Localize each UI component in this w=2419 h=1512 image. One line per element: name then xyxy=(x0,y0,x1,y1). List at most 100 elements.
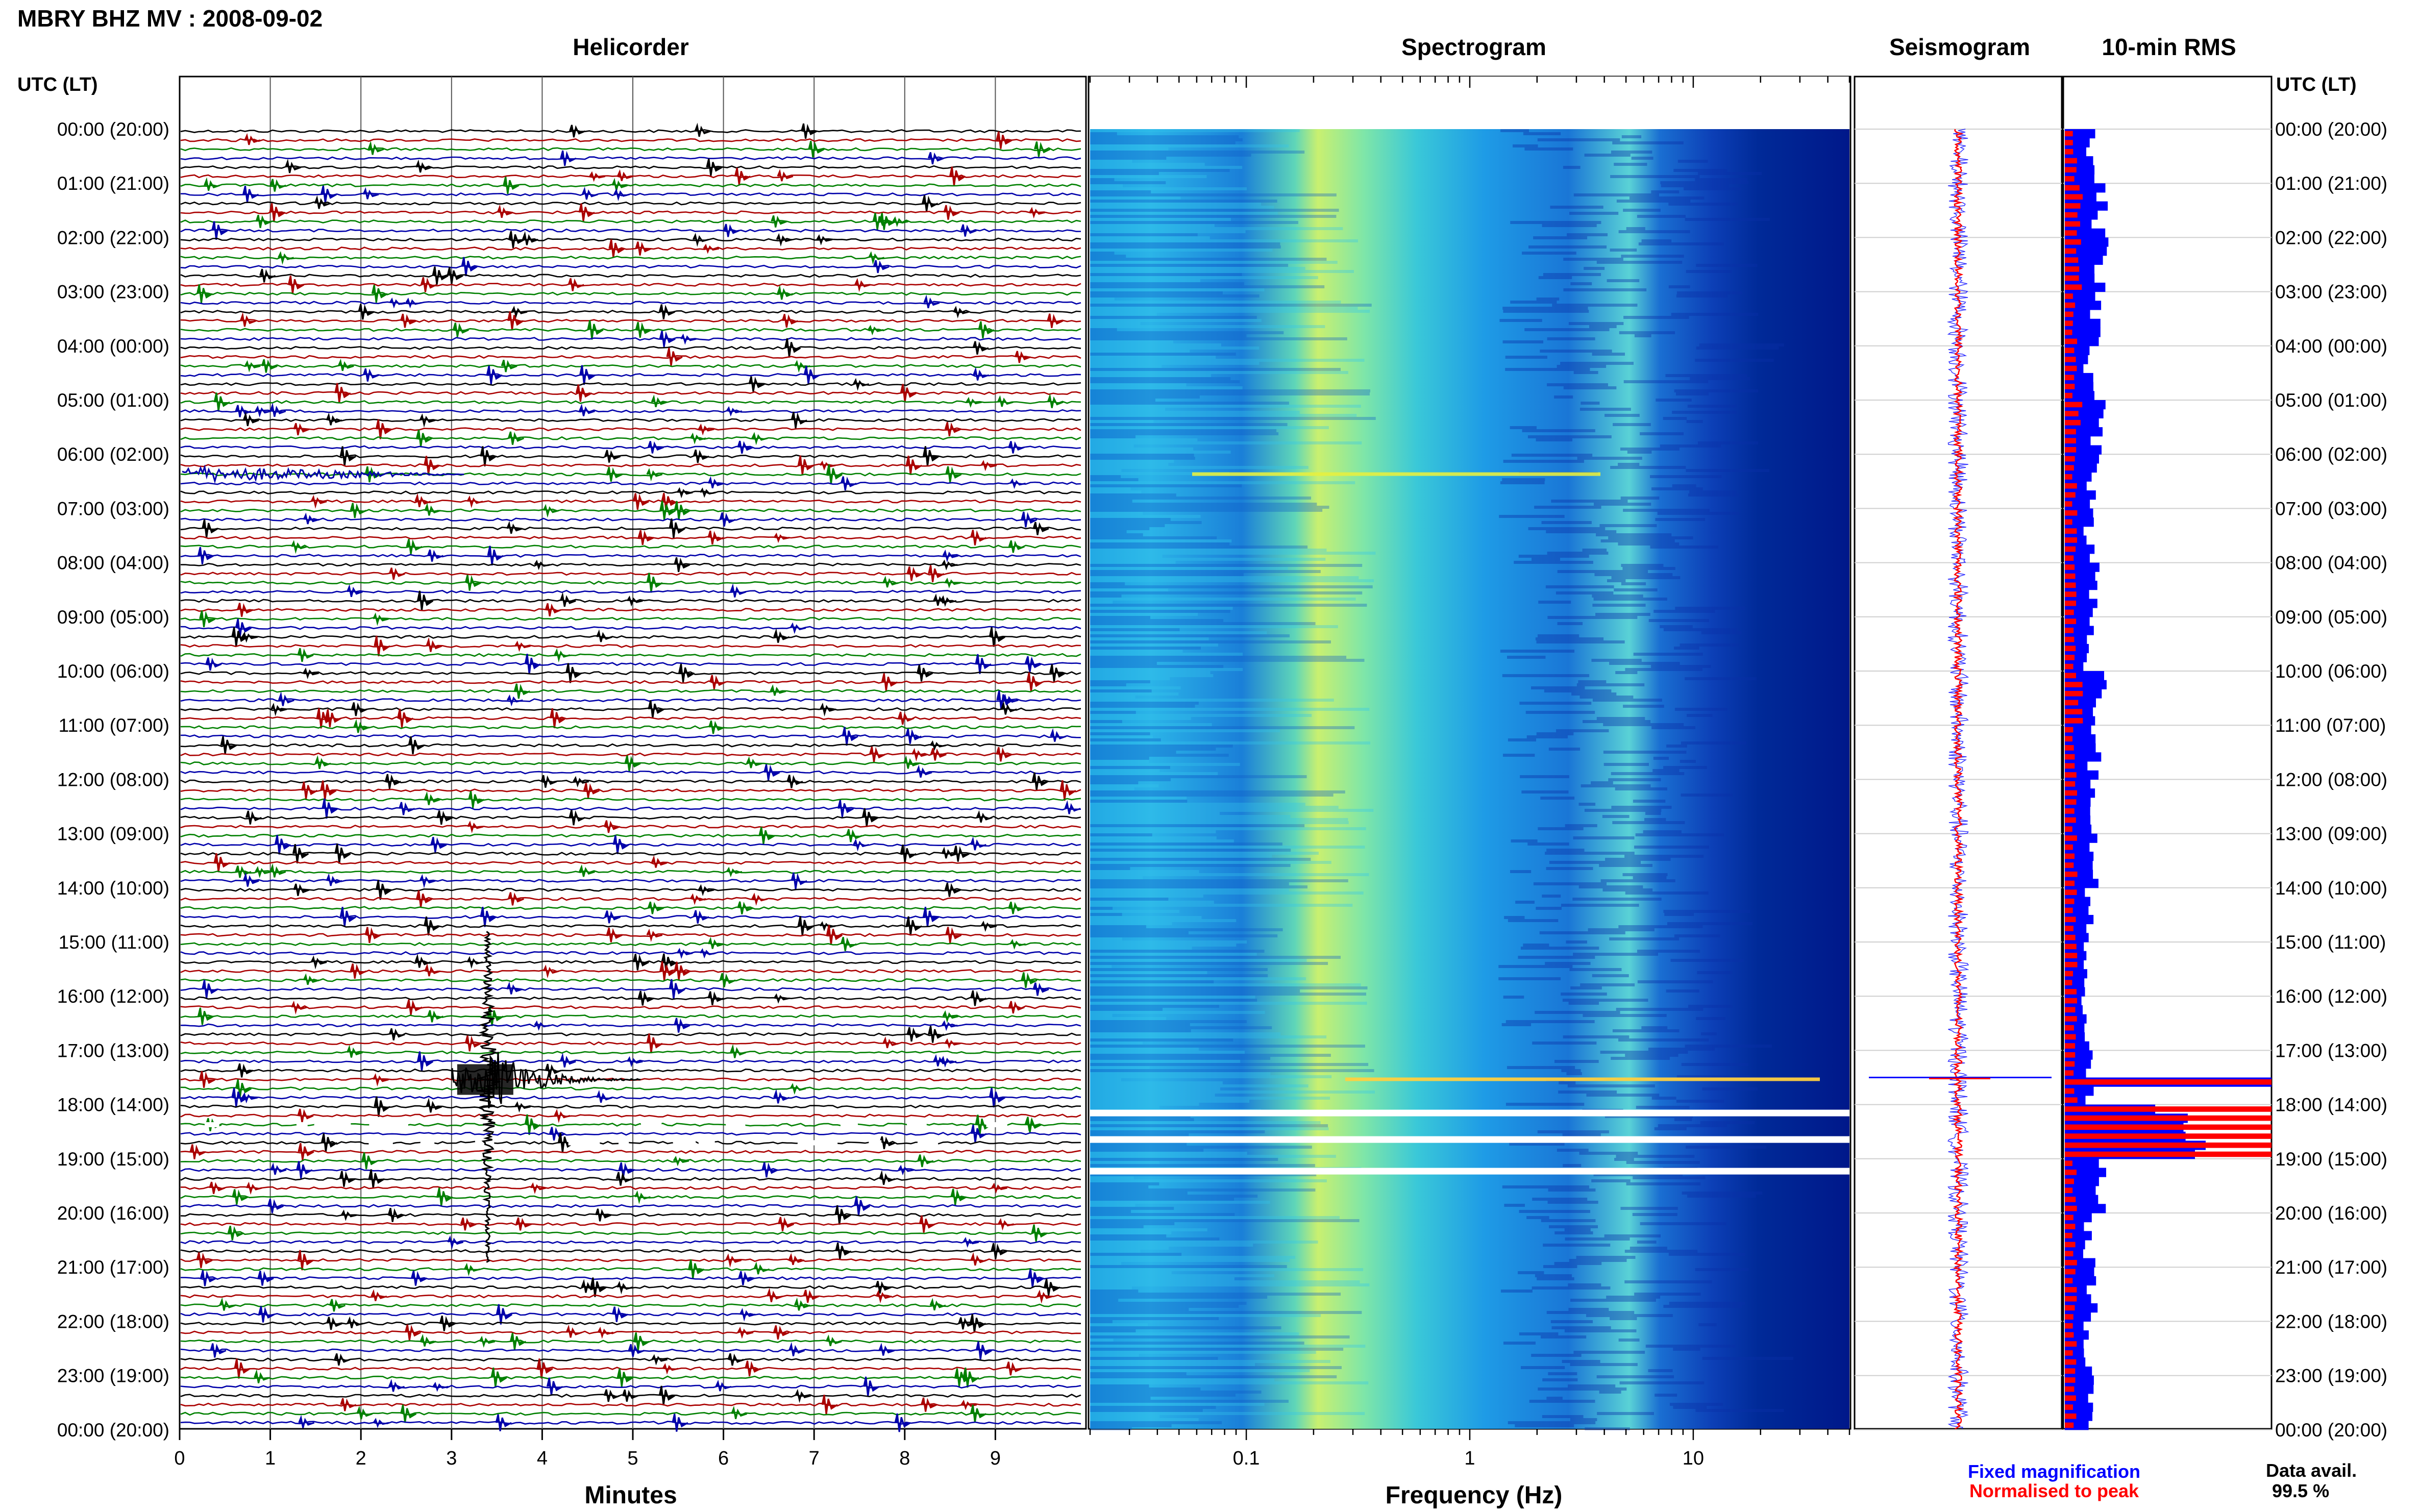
spectrogram-stripe xyxy=(1090,279,1200,282)
spectrogram-gap xyxy=(1090,1109,1849,1117)
event-blip xyxy=(210,1343,227,1358)
spectrogram-stripe xyxy=(1090,518,1171,521)
rms-bar-normalised xyxy=(2065,862,2074,868)
data-gap xyxy=(373,1122,394,1127)
event-blip xyxy=(618,1162,635,1178)
spectrogram-stripe xyxy=(1547,616,1638,619)
spectrogram-stripe xyxy=(1090,683,1126,686)
spectrogram-stripe xyxy=(1533,236,1588,239)
spectrogram-stripe xyxy=(1090,230,1246,233)
event-blip xyxy=(773,993,790,1004)
spectrogram-stripe xyxy=(1090,294,1260,298)
rms-bar-normalised xyxy=(2065,185,2080,191)
event-blip xyxy=(270,1162,287,1175)
rms-bar-normalised xyxy=(2065,1043,2076,1049)
spectrogram-stripe xyxy=(1090,947,1192,950)
spectrogram-stripe xyxy=(1508,738,1536,741)
spectrogram-stripe xyxy=(1090,1029,1191,1032)
time-label-right: 08:00 (04:00) xyxy=(2275,553,2387,574)
spectrogram-stripe xyxy=(1090,582,1125,585)
event-blip xyxy=(819,460,836,471)
rms-bar-normalised xyxy=(2065,655,2075,660)
event-blip xyxy=(898,711,915,725)
spectrogram-stripe xyxy=(1674,647,1699,650)
spectrogram-stripe xyxy=(1563,1035,1630,1038)
rms-bar-normalised xyxy=(2065,953,2078,958)
event-blip xyxy=(745,1360,761,1377)
spectrogram-panel: 0.1 1 10 xyxy=(1088,76,1852,1469)
rms-bar-normalised xyxy=(2065,1061,2075,1067)
event-blip xyxy=(1024,1118,1041,1131)
event-blip xyxy=(234,1358,251,1379)
event-blip xyxy=(922,195,939,212)
spectrogram-stripe xyxy=(1090,249,1273,252)
time-label-right: 12:00 (08:00) xyxy=(2275,769,2387,790)
spectrogram-stripe xyxy=(1637,980,1713,983)
spectrogram-stripe xyxy=(1090,377,1231,380)
spectrogram-stripe xyxy=(1592,699,1662,702)
rms-bar-normalised xyxy=(2065,384,2075,389)
rms-bar-normalised xyxy=(2065,980,2072,985)
spectrogram-stripe xyxy=(1592,604,1646,607)
x-tick-label: 1 xyxy=(265,1448,276,1469)
spectrogram-stripe xyxy=(1621,564,1664,567)
rms-bar-normalised xyxy=(2065,338,2078,344)
event-blip xyxy=(976,810,993,823)
helicorder-trace xyxy=(180,318,1081,323)
spectrogram-stripe xyxy=(1090,1084,1309,1087)
spectrogram-stripe xyxy=(1090,895,1203,898)
data-gap xyxy=(813,1140,838,1146)
spectrogram-stripe xyxy=(1090,588,1168,591)
spectrogram-stripe xyxy=(1580,983,1635,986)
event-blip xyxy=(416,429,433,447)
rms-bar-normalised xyxy=(2065,1413,2077,1419)
event-blip xyxy=(1009,478,1026,489)
event-blip xyxy=(662,1363,679,1375)
spectrogram-stripe xyxy=(1090,1345,1366,1348)
event-blip xyxy=(565,663,582,683)
event-blip xyxy=(694,122,711,137)
event-blip xyxy=(534,1020,550,1031)
event-blip xyxy=(219,1297,236,1311)
spectrogram-stripe xyxy=(1090,536,1217,539)
event-blip xyxy=(970,530,987,546)
spectrogram-stripe xyxy=(1500,1290,1533,1293)
helicorder-trace xyxy=(180,445,1081,450)
event-blip xyxy=(534,559,550,571)
spectrogram-stripe xyxy=(1090,1323,1148,1326)
event-blip xyxy=(334,383,351,404)
spectrogram-stripe xyxy=(1510,221,1601,224)
spectrogram-stripe xyxy=(1551,500,1628,503)
spectrogram-stripe xyxy=(1090,625,1338,628)
spectrogram-stripe xyxy=(1559,1081,1576,1084)
event-blip xyxy=(627,596,643,607)
event-blip xyxy=(237,603,254,617)
helicorder-trace xyxy=(180,544,1081,549)
event-blip xyxy=(929,1298,946,1310)
spectrogram-stripe xyxy=(1629,196,1705,200)
event-blip xyxy=(209,1181,226,1194)
time-label-left: 01:00 (21:00) xyxy=(57,173,169,194)
spectrogram-stripe xyxy=(1090,438,1198,441)
spectrogram-stripe xyxy=(1685,218,1770,221)
spectrogram-stripe xyxy=(1090,285,1325,288)
event-blip xyxy=(659,961,676,981)
event-blip xyxy=(545,603,561,617)
spectrogram-stripe xyxy=(1510,426,1537,429)
event-blip xyxy=(1049,664,1066,682)
event-blip xyxy=(954,1368,971,1387)
spectrogram-stripe xyxy=(1562,999,1648,1002)
spectrogram-stripe xyxy=(1638,242,1724,245)
rms-bar-normalised xyxy=(2065,1197,2076,1202)
spectrogram-stripe xyxy=(1554,1060,1599,1063)
rms-bar-fixed xyxy=(2065,734,2096,744)
event-blip xyxy=(944,578,961,588)
spectrogram-stripe xyxy=(1090,190,1151,193)
event-blip xyxy=(350,963,366,979)
spectrogram-stripe xyxy=(1090,570,1321,573)
spectrogram-stripe xyxy=(1637,1241,1657,1244)
event-blip xyxy=(944,422,961,436)
event-blip xyxy=(868,251,885,265)
spectrogram-stripe xyxy=(1090,1075,1332,1078)
